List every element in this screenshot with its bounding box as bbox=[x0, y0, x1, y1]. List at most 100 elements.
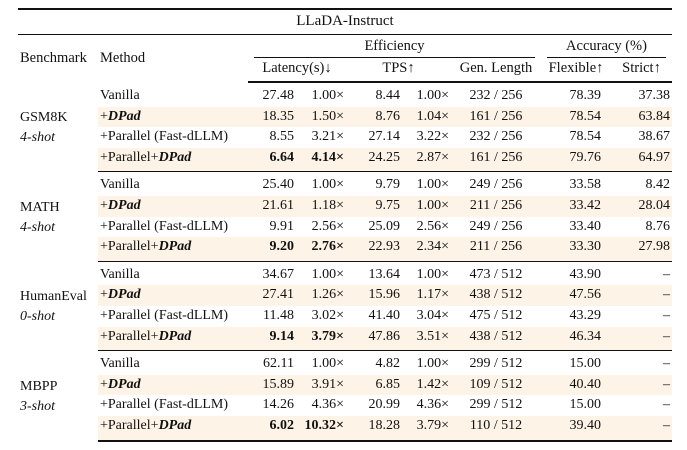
sub-header-row: Latency(s)↓ TPS↑ Gen. Length Flexible↑ S… bbox=[18, 58, 673, 83]
latency-speedup-cell: 1.00× bbox=[311, 356, 344, 372]
benchmark-cell: MBPP 3-shot bbox=[18, 351, 98, 441]
method-cell: +Parallel+DPad bbox=[98, 415, 248, 442]
tps-speedup-cell: 1.17× bbox=[401, 285, 451, 306]
method-prefix: Vanilla bbox=[100, 87, 140, 103]
latency-speedup-cell: 4.36× bbox=[311, 397, 344, 413]
latency-cell: 15.89 bbox=[248, 374, 296, 396]
benchmark-shots: 4-shot bbox=[20, 220, 55, 236]
gen-length-cell: 109 / 512 bbox=[451, 374, 541, 396]
flexible-cell: 33.42 bbox=[541, 195, 611, 217]
tps-cell: 4.82 bbox=[375, 356, 401, 372]
strict-cell: – bbox=[663, 266, 671, 282]
latency-speedup-cell: 3.79× bbox=[296, 326, 346, 352]
benchmark-shots: 3-shot bbox=[20, 399, 55, 415]
method-cell: +DPad bbox=[98, 285, 248, 306]
table-title: LLaDA-Instruct bbox=[18, 8, 673, 35]
method-prefix: + bbox=[100, 197, 108, 213]
latency-speedup-cell: 1.18× bbox=[296, 195, 346, 217]
method-cell: +Parallel+DPad bbox=[98, 326, 248, 352]
strict-cell: 28.04 bbox=[611, 195, 673, 217]
gen-length-cell: 161 / 256 bbox=[451, 147, 541, 173]
method-prefix: + bbox=[100, 287, 108, 303]
latency-cell: 27.41 bbox=[248, 285, 296, 306]
method-cell: +Parallel (Fast-dLLM) bbox=[98, 217, 248, 238]
method-cell: +Parallel (Fast-dLLM) bbox=[98, 395, 248, 416]
latency-speedup-cell: 2.76× bbox=[296, 237, 346, 262]
col-header-gen-length: Gen. Length bbox=[451, 58, 541, 83]
latency-speedup-cell: 3.02× bbox=[311, 307, 344, 323]
benchmark-name: MBPP bbox=[20, 379, 58, 395]
flexible-cell: 79.76 bbox=[541, 147, 611, 173]
strict-cell: 8.42 bbox=[645, 177, 671, 193]
flexible-cell: 39.40 bbox=[541, 415, 611, 442]
method-emph: DPad bbox=[158, 239, 192, 255]
table-row: +Parallel+DPad 9.14 3.79× 47.86 3.51× 438 / 5… bbox=[18, 326, 673, 352]
strict-cell: – bbox=[663, 307, 671, 323]
tps-speedup-cell: 3.04× bbox=[416, 307, 449, 323]
col-header-method: Method bbox=[100, 50, 146, 66]
accuracy-label: Accuracy (%) bbox=[566, 38, 647, 54]
gen-length-cell: 232 / 256 bbox=[469, 88, 523, 103]
method-prefix: +Parallel (Fast-dLLM) bbox=[100, 307, 229, 323]
flexible-cell: 47.56 bbox=[541, 285, 611, 306]
col-group-efficiency: Efficiency bbox=[248, 35, 541, 58]
strict-cell: – bbox=[663, 397, 671, 413]
gen-length-cell: 110 / 512 bbox=[451, 415, 541, 442]
benchmark-cell: MATH 4-shot bbox=[18, 172, 98, 261]
latency-cell: 25.40 bbox=[262, 177, 295, 193]
gen-length-cell: 249 / 256 bbox=[469, 177, 523, 193]
tps-cell: 18.28 bbox=[346, 415, 401, 442]
efficiency-label: Efficiency bbox=[364, 38, 425, 54]
method-prefix: Vanilla bbox=[100, 177, 140, 193]
flexible-cell: 33.40 bbox=[569, 218, 602, 234]
latency-cell: 21.61 bbox=[248, 195, 296, 217]
method-emph: DPad bbox=[107, 376, 141, 392]
latency-speedup-cell: 2.56× bbox=[311, 218, 344, 234]
method-prefix: +Parallel+ bbox=[100, 417, 159, 433]
tps-cell: 6.85 bbox=[346, 374, 401, 396]
table-row: +Parallel+DPad 6.64 4.14× 24.25 2.87× 161 / 2… bbox=[18, 147, 673, 173]
latency-cell: 9.91 bbox=[269, 218, 295, 234]
latency-cell: 6.64 bbox=[248, 147, 296, 173]
strict-cell: – bbox=[611, 326, 673, 352]
tps-cell: 15.96 bbox=[346, 285, 401, 306]
table-row: +Parallel (Fast-dLLM) 9.91 2.56× 25.09 2.56×… bbox=[18, 217, 672, 238]
method-emph: DPad bbox=[107, 108, 141, 124]
table-row: MATH 4-shot Vanilla 25.40 1.00× 9.79 1.00× 249 … bbox=[18, 172, 672, 235]
tps-cell: 47.86 bbox=[346, 326, 401, 352]
col-header-latency: Latency(s)↓ bbox=[248, 58, 346, 83]
gen-length-cell: 299 / 512 bbox=[469, 356, 523, 372]
method-prefix: + bbox=[100, 376, 108, 392]
flexible-cell: 78.54 bbox=[541, 106, 611, 128]
flexible-cell: 40.40 bbox=[541, 374, 611, 396]
latency-cell: 62.11 bbox=[263, 356, 294, 372]
tps-speedup-cell: 4.36× bbox=[416, 397, 449, 413]
flexible-cell: 78.54 bbox=[569, 129, 602, 145]
tps-speedup-cell: 3.22× bbox=[416, 129, 449, 145]
method-cell: +Parallel (Fast-dLLM) bbox=[98, 127, 248, 148]
flexible-cell: 43.29 bbox=[569, 307, 602, 323]
table-row: MBPP 3-shot Vanilla 62.11 1.00× 4.82 1.00× 299 … bbox=[18, 351, 672, 414]
method-prefix: +Parallel (Fast-dLLM) bbox=[100, 129, 229, 145]
tps-speedup-cell: 3.79× bbox=[401, 415, 451, 442]
method-prefix: +Parallel+ bbox=[100, 149, 159, 165]
strict-cell: 64.97 bbox=[611, 147, 673, 173]
tps-speedup-cell: 2.34× bbox=[401, 237, 451, 262]
tps-speedup-cell: 1.00× bbox=[416, 88, 449, 103]
method-cell: +DPad bbox=[98, 195, 248, 217]
table-row: +Parallel (Fast-dLLM) 8.55 3.21× 27.14 3.22×… bbox=[18, 127, 672, 148]
method-prefix: + bbox=[100, 108, 108, 124]
gen-length-cell: 475 / 512 bbox=[469, 307, 523, 323]
latency-cell: 9.14 bbox=[248, 326, 296, 352]
method-prefix: +Parallel+ bbox=[100, 239, 159, 255]
latency-speedup-cell: 3.21× bbox=[311, 129, 344, 145]
tps-cell: 20.99 bbox=[368, 397, 401, 413]
tps-speedup-cell: 1.00× bbox=[416, 266, 449, 282]
method-cell: Vanilla bbox=[98, 82, 248, 107]
table-row: +DPad 27.41 1.26× 15.96 1.17× 438 / 512 47.56– bbox=[18, 285, 673, 306]
method-prefix: +Parallel (Fast-dLLM) bbox=[100, 218, 229, 234]
latency-cell: 8.55 bbox=[269, 129, 295, 145]
gen-length-cell: 249 / 256 bbox=[469, 218, 523, 234]
benchmark-name: HumanEval bbox=[20, 289, 87, 305]
